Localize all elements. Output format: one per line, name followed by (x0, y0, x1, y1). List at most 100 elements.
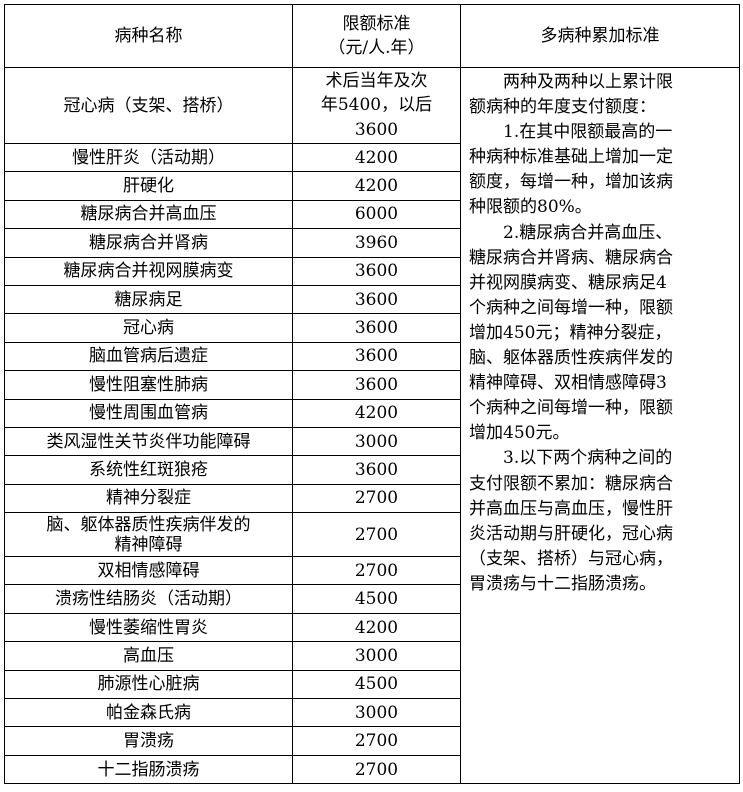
table-row: 双相情感障碍 2700 (4, 556, 740, 586)
disease-name: 脑、躯体器质性疾病伴发的 精神障碍 (4, 512, 293, 558)
disease-name: 肝硬化 (4, 171, 293, 201)
disease-name: 糖尿病合并高血压 (4, 199, 293, 230)
cumulative-line: 脑、躯体器质性疾病伴发的 (469, 348, 673, 369)
cumulative-line: 种限额的80%。 (469, 197, 592, 218)
limit-value: 3000 (292, 698, 461, 728)
limit-value: 3600 (292, 256, 461, 286)
limit-value: 3600 (292, 313, 461, 343)
table-row: 慢性周围血管病 4200 (4, 398, 740, 428)
limit-value: 4200 (292, 171, 461, 201)
cumulative-standard-text: 两种及两种以上累计限额病种的年度支付额度： 1.在其中限额最高的一种病种标准基础上… (460, 66, 740, 785)
table-row: 十二指肠溃疡 2700 (4, 754, 740, 785)
table-row: 慢性肝炎（活动期） 4200 (4, 142, 740, 173)
cumulative-line: 个病种之间每增一种，限额 (469, 297, 673, 318)
disease-name: 精神分裂症 (4, 483, 293, 514)
limit-value-line: 3600 (354, 119, 399, 140)
header-disease-name: 病种名称 (4, 4, 293, 68)
disease-name: 肺源性心脏病 (4, 669, 293, 700)
table-row: 类风湿性关节炎伴功能障碍 3000 (4, 426, 740, 457)
disease-name: 慢性周围血管病 (4, 398, 293, 428)
table-row: 糖尿病合并肾病 3960 (4, 228, 740, 258)
disease-limit-table: 病种名称 限额标准 （元/人.年） 多病种累加标准 冠心病（支架、搭桥） 术后当年… (4, 4, 740, 785)
limit-value: 4500 (292, 669, 461, 700)
table-row: 冠心病 3600 (4, 313, 740, 343)
table-row: 糖尿病足 3600 (4, 284, 740, 315)
limit-value: 3600 (292, 341, 461, 372)
limit-value: 2700 (292, 483, 461, 514)
table-row: 溃疡性结肠炎（活动期） 4500 (4, 584, 740, 614)
table-row: 系统性红斑狼疮 3600 (4, 455, 740, 485)
table-row: 慢性阻塞性肺病 3600 (4, 370, 740, 400)
disease-name: 糖尿病合并视网膜病变 (4, 256, 293, 286)
cumulative-line: 1.在其中限额最高的一 (503, 122, 673, 143)
cumulative-line: 2.糖尿病合并高血压、 (503, 222, 673, 243)
limit-value: 2700 (292, 754, 461, 785)
disease-name: 慢性萎缩性胃炎 (4, 612, 293, 643)
limit-value: 4200 (292, 398, 461, 428)
table-row: 高血压 3000 (4, 641, 740, 671)
cumulative-line: 糖尿病合并肾病、糖尿病合 (469, 247, 673, 268)
limit-value: 4200 (292, 612, 461, 643)
header-limit-line1: 限额标准 (342, 14, 411, 34)
limit-value: 3600 (292, 284, 461, 315)
header-cumulative: 多病种累加标准 (460, 4, 740, 68)
header-limit-line2: （元/人.年） (328, 38, 425, 58)
table-row: 冠心病（支架、搭桥） 术后当年及次 年5400，以后 3600 两种及两种以上累计限 额病… (4, 66, 740, 785)
cumulative-line: 炎活动期与肝硬化，冠心病 (469, 523, 673, 544)
disease-name: 溃疡性结肠炎（活动期） (4, 584, 293, 614)
cumulative-line: 种病种标准基础上增加一定 (469, 147, 673, 168)
cumulative-line: 增加450元；精神分裂症， (469, 322, 672, 343)
table-row: 肝硬化 4200 (4, 171, 740, 201)
header-limit: 限额标准 （元/人.年） (292, 4, 461, 68)
header-row: 病种名称 限额标准 （元/人.年） 多病种累加标准 (4, 4, 740, 68)
disease-name-line: 脑、躯体器质性疾病伴发的 (46, 514, 251, 535)
disease-name: 糖尿病合并肾病 (4, 228, 293, 258)
limit-value: 3000 (292, 641, 461, 671)
cumulative-line: （支架、搭桥）与冠心病， (469, 548, 673, 569)
cumulative-line: 个病种之间每增一种，限额 (469, 398, 673, 419)
limit-value-line: 年5400，以后 (320, 95, 433, 116)
cumulative-line: 并视网膜病变、糖尿病足4 (469, 272, 667, 293)
disease-name: 胃溃疡 (4, 726, 293, 756)
limit-value: 3600 (292, 370, 461, 400)
cumulative-line: 增加450元。 (469, 423, 570, 444)
disease-name: 帕金森氏病 (4, 698, 293, 728)
disease-name: 冠心病（支架、搭桥） (4, 67, 293, 144)
table-row: 帕金森氏病 3000 (4, 698, 740, 728)
cumulative-line: 胃溃疡与十二指肠溃疡。 (469, 573, 656, 594)
limit-value: 4500 (292, 584, 461, 614)
table-row: 脑、躯体器质性疾病伴发的 精神障碍 2700 (4, 512, 740, 558)
limit-value: 3960 (292, 228, 461, 258)
disease-name: 高血压 (4, 641, 293, 671)
table-row: 糖尿病合并视网膜病变 3600 (4, 256, 740, 286)
disease-name: 系统性红斑狼疮 (4, 455, 293, 485)
limit-value: 3000 (292, 426, 461, 457)
disease-name: 糖尿病足 (4, 284, 293, 315)
limit-value: 2700 (292, 726, 461, 756)
table-row: 糖尿病合并高血压 6000 (4, 199, 740, 230)
disease-name: 脑血管病后遗症 (4, 341, 293, 372)
disease-name: 十二指肠溃疡 (4, 754, 293, 785)
table-row: 脑血管病后遗症 3600 (4, 341, 740, 372)
limit-value: 4200 (292, 142, 461, 173)
limit-value: 术后当年及次 年5400，以后 3600 (292, 67, 461, 144)
table-row: 胃溃疡 2700 (4, 726, 740, 756)
limit-value: 2700 (292, 512, 461, 558)
disease-name: 双相情感障碍 (4, 556, 293, 586)
cumulative-line: 并高血压与高血压，慢性肝 (469, 498, 673, 519)
disease-name: 慢性阻塞性肺病 (4, 370, 293, 400)
disease-name: 冠心病 (4, 313, 293, 343)
cumulative-line: 两种及两种以上累计限 (503, 72, 673, 92)
disease-name: 类风湿性关节炎伴功能障碍 (4, 426, 293, 457)
limit-value-line: 术后当年及次 (325, 70, 428, 91)
cumulative-line: 3.以下两个病种之间的 (503, 448, 673, 469)
cumulative-line: 支付限额不累加：糖尿病合 (469, 473, 673, 494)
disease-name-line: 精神障碍 (114, 534, 183, 555)
cumulative-line: 额度，每增一种，增加该病 (469, 172, 673, 193)
table-row: 精神分裂症 2700 (4, 483, 740, 514)
cumulative-line: 精神障碍、双相情感障碍3 (469, 373, 667, 394)
table-row: 慢性萎缩性胃炎 4200 (4, 612, 740, 643)
cumulative-line: 额病种的年度支付额度： (469, 97, 656, 118)
limit-value: 6000 (292, 199, 461, 230)
disease-name: 慢性肝炎（活动期） (4, 142, 293, 173)
